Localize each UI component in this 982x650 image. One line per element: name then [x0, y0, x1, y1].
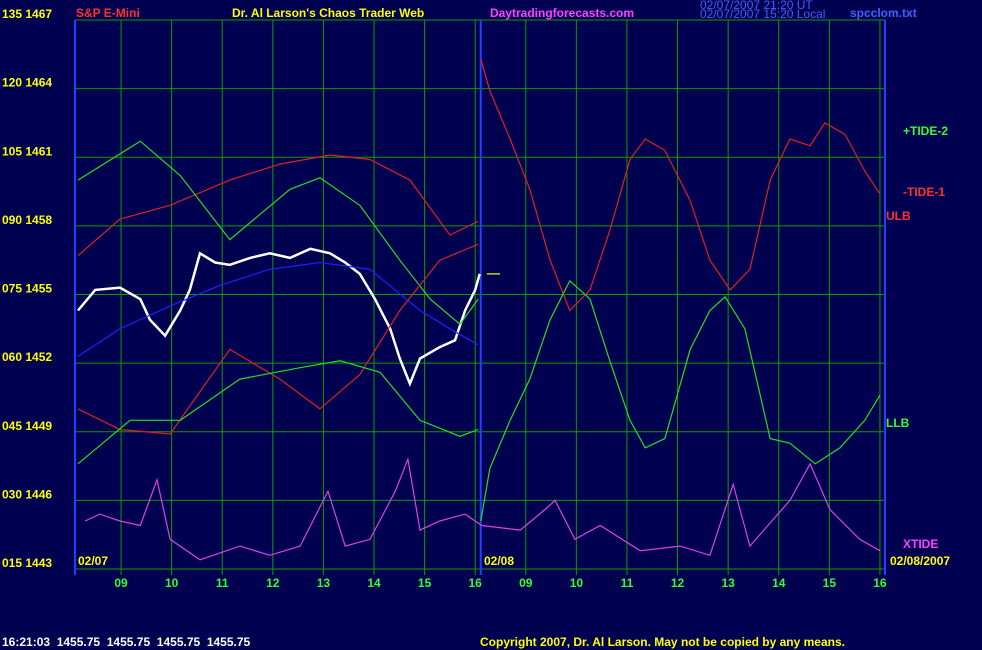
y-tick-label: 075 1455	[2, 282, 52, 296]
series-line	[77, 140, 479, 326]
x-tick-label: 12	[671, 576, 685, 590]
x-tick-label: 11	[216, 576, 229, 590]
x-tick-label: 09	[519, 576, 533, 590]
timestamp-local: 02/07/2007 15:20 Local	[700, 7, 825, 21]
x-tick-label: 15	[418, 576, 432, 590]
llb-label: LLB	[886, 416, 910, 430]
site-label: Daytradingforecasts.com	[490, 6, 634, 20]
date-label: 02/08	[484, 554, 514, 568]
series-line	[84, 456, 881, 561]
x-tick-label: 12	[266, 576, 280, 590]
y-tick-label: 090 1458	[2, 213, 52, 227]
x-tick-label: 14	[772, 576, 786, 590]
x-tick-label: 13	[317, 576, 331, 590]
series-label: +TIDE-2	[903, 124, 948, 138]
x-tick-label: 10	[165, 576, 179, 590]
date-label: 02/07	[78, 554, 108, 568]
series-label: XTIDE	[903, 537, 938, 551]
timestamp-ut: 02/07/2007 21:20 UT	[700, 0, 813, 12]
file-label: spcclom.txt	[850, 6, 917, 20]
x-tick-label: 16	[873, 576, 887, 590]
date-label: 02/08/2007	[890, 554, 950, 568]
x-tick-label: 10	[570, 576, 584, 590]
series-line	[77, 243, 479, 435]
ulb-label: ULB	[886, 209, 911, 223]
copyright: Copyright 2007, Dr. Al Larson. May not b…	[480, 635, 845, 649]
x-tick-label: 09	[114, 576, 128, 590]
series-line	[77, 154, 479, 257]
x-tick-label: 13	[721, 576, 735, 590]
y-tick-label: 060 1452	[2, 350, 52, 364]
series-line	[77, 261, 479, 357]
series-line	[480, 279, 881, 522]
series-line	[77, 247, 481, 388]
y-tick-label: 030 1446	[2, 487, 52, 501]
x-tick-label: 14	[367, 576, 381, 590]
x-tick-label: 15	[823, 576, 837, 590]
y-tick-label: 105 1461	[2, 144, 52, 158]
instrument-label: S&P E-Mini	[76, 6, 140, 20]
quote-line: 16:21:03 1455.75 1455.75 1455.75 1455.75	[2, 635, 251, 649]
y-tick-label: 135 1467	[2, 7, 52, 21]
y-tick-label: 120 1464	[2, 76, 52, 90]
chart-title: Dr. Al Larson's Chaos Trader Web	[232, 6, 424, 20]
y-tick-label: 015 1443	[2, 556, 52, 570]
x-tick-label: 11	[621, 576, 634, 590]
y-tick-label: 045 1449	[2, 419, 52, 433]
x-tick-label: 16	[469, 576, 483, 590]
series-line	[77, 360, 479, 465]
series-line	[480, 58, 881, 312]
series-label: -TIDE-1	[903, 185, 945, 199]
